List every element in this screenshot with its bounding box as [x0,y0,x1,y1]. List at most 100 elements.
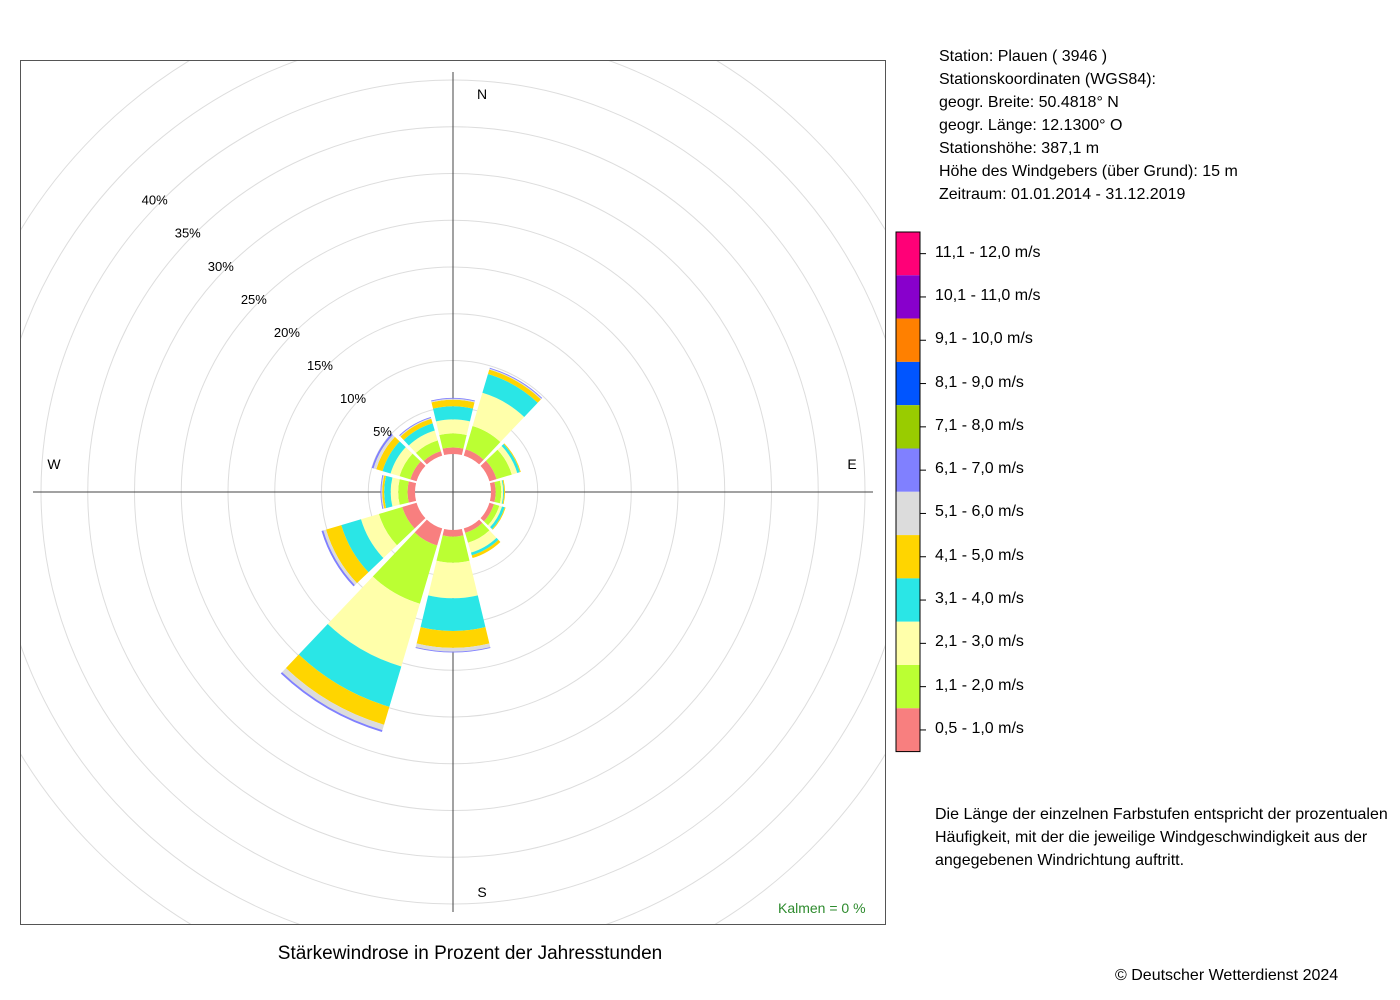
sector-270-speed-2 [390,477,400,507]
sector-210-speed-3 [298,624,402,707]
legend-bar-border [895,231,921,753]
legend-label-8: 8,1 - 9,0 m/s [935,373,1024,391]
legend-label-11: 11,1 - 12,0 m/s [935,243,1041,261]
radial-tick-label: 5% [373,424,392,439]
legend-label-4: 4,1 - 5,0 m/s [935,546,1024,564]
windrose-plot-area: 5% 10% 15% 20% 25% 30% 35% 40% [21,61,885,924]
station-info: Station: Plauen ( 3946 ) Stationskoordin… [939,45,1238,206]
legend-label-2: 2,1 - 3,0 m/s [935,633,1024,651]
legend-swatch-0 [896,708,920,752]
sector-300-speed-1 [399,453,421,480]
sector-210-speed-2 [327,576,420,667]
sector-150-speed-0 [463,519,483,533]
legend-label-6: 6,1 - 7,0 m/s [935,460,1024,478]
sector-240-speed-5 [323,529,357,586]
legend-label-9: 9,1 - 10,0 m/s [935,330,1033,348]
sector-30-speed-0 [463,449,484,465]
sector-30-speed-1 [465,425,501,460]
sector-330-speed-2 [408,430,438,453]
sector-180-speed-0 [442,528,464,537]
legend-label-7: 7,1 - 8,0 m/s [935,416,1024,434]
legend-swatch-11 [896,232,920,276]
copyright: © Deutscher Wetterdienst 2024 [1115,967,1339,984]
sector-90-speed-3 [501,480,505,504]
sector-240-speed-2 [360,513,397,559]
sector-150-speed-2 [468,530,497,553]
sector-210-speed-4 [285,654,390,725]
sector-300-speed-3 [382,441,406,474]
radial-tick-label: 30% [208,259,234,274]
sector-30-speed-3 [482,373,538,417]
station-elevation: Stationshöhe: 387,1 m [939,140,1100,157]
legend-label-1: 1,1 - 2,0 m/s [935,676,1024,694]
sector-30-speed-4 [487,369,541,403]
sector-330-speed-5 [399,417,432,437]
sector-300-speed-2 [390,447,413,477]
sector-0-speed-6 [431,397,475,402]
legend-swatch-3 [896,578,920,622]
legend-label-10: 10,1 - 11,0 m/s [935,286,1041,304]
sector-60-speed-4 [503,443,521,473]
legend-swatch-5 [896,491,920,536]
sector-270-speed-3 [384,475,393,509]
sector-120-speed-3 [490,506,505,530]
sector-270-speed-0 [407,481,417,503]
sector-90-speed-1 [494,480,502,504]
sector-90-speed-4 [502,479,506,505]
station-name: Station: Plauen ( 3946 ) [939,48,1108,65]
sector-180-speed-2 [428,560,478,599]
sector-60-speed-0 [480,460,497,482]
time-period: Zeitraum: 01.01.2014 - 31.12.2019 [939,186,1186,203]
sector-300-speed-5 [373,434,395,470]
sector-240-speed-6 [321,530,355,587]
sector-300-speed-4 [376,436,400,472]
sector-210-speed-0 [414,519,443,546]
sector-0-speed-3 [432,406,474,422]
sector-330-speed-0 [423,451,443,465]
compass-label-s: S [477,884,486,900]
sector-210-speed-5 [282,668,385,731]
sector-180-speed-1 [436,535,470,563]
compass-label-w: W [47,456,61,472]
legend-label-3: 3,1 - 4,0 m/s [935,590,1024,608]
sector-120-speed-2 [488,505,502,528]
grid-circle [21,61,885,924]
sector-150-speed-3 [470,537,499,556]
sector-60-speed-1 [485,449,512,480]
compass-label-e: E [847,456,856,472]
compass-label-n: N [477,86,487,102]
radial-tick-label: 25% [241,292,267,307]
sector-300-speed-0 [410,461,426,482]
legend-note: Die Länge der einzelnen Farbstufen entsp… [935,806,1388,869]
sector-180-speed-4 [416,627,490,648]
sector-120-speed-0 [480,502,494,522]
anemometer-height: Höhe des Windgebers (über Grund): 15 m [939,163,1238,180]
sector-330-speed-6 [399,417,432,436]
legend-swatch-7 [896,405,920,449]
sector-150-speed-1 [465,522,490,543]
windrose-plot-frame [20,60,886,925]
sector-270-speed-6 [380,475,384,509]
sector-300-speed-6 [371,433,393,469]
calm-label: Kalmen = 0 % [778,900,866,916]
sector-270-speed-5 [381,475,385,509]
sector-180-speed-5 [415,643,491,652]
sector-180-speed-6 [415,647,491,653]
sector-270-speed-1 [398,479,409,505]
sector-330-speed-4 [400,418,433,441]
sector-60-speed-3 [501,443,520,473]
radial-tick-label: 40% [142,193,168,208]
sector-240-speed-1 [378,507,415,546]
station-latitude: geogr. Breite: 50.4818° N [939,94,1119,111]
sector-240-speed-3 [341,519,384,573]
station-coords-heading: Stationskoordinaten (WGS84): [939,71,1156,88]
radial-tick-label: 15% [307,358,333,373]
sector-150-speed-4 [471,539,501,559]
chart-title: Stärkewindrose in Prozent der Jahresstun… [277,943,663,964]
sector-30-speed-2 [472,392,525,443]
sector-240-speed-4 [326,525,369,584]
legend-label-5: 5,1 - 6,0 m/s [935,503,1024,521]
sector-210-speed-1 [372,532,438,604]
sector-0-speed-5 [431,398,475,403]
